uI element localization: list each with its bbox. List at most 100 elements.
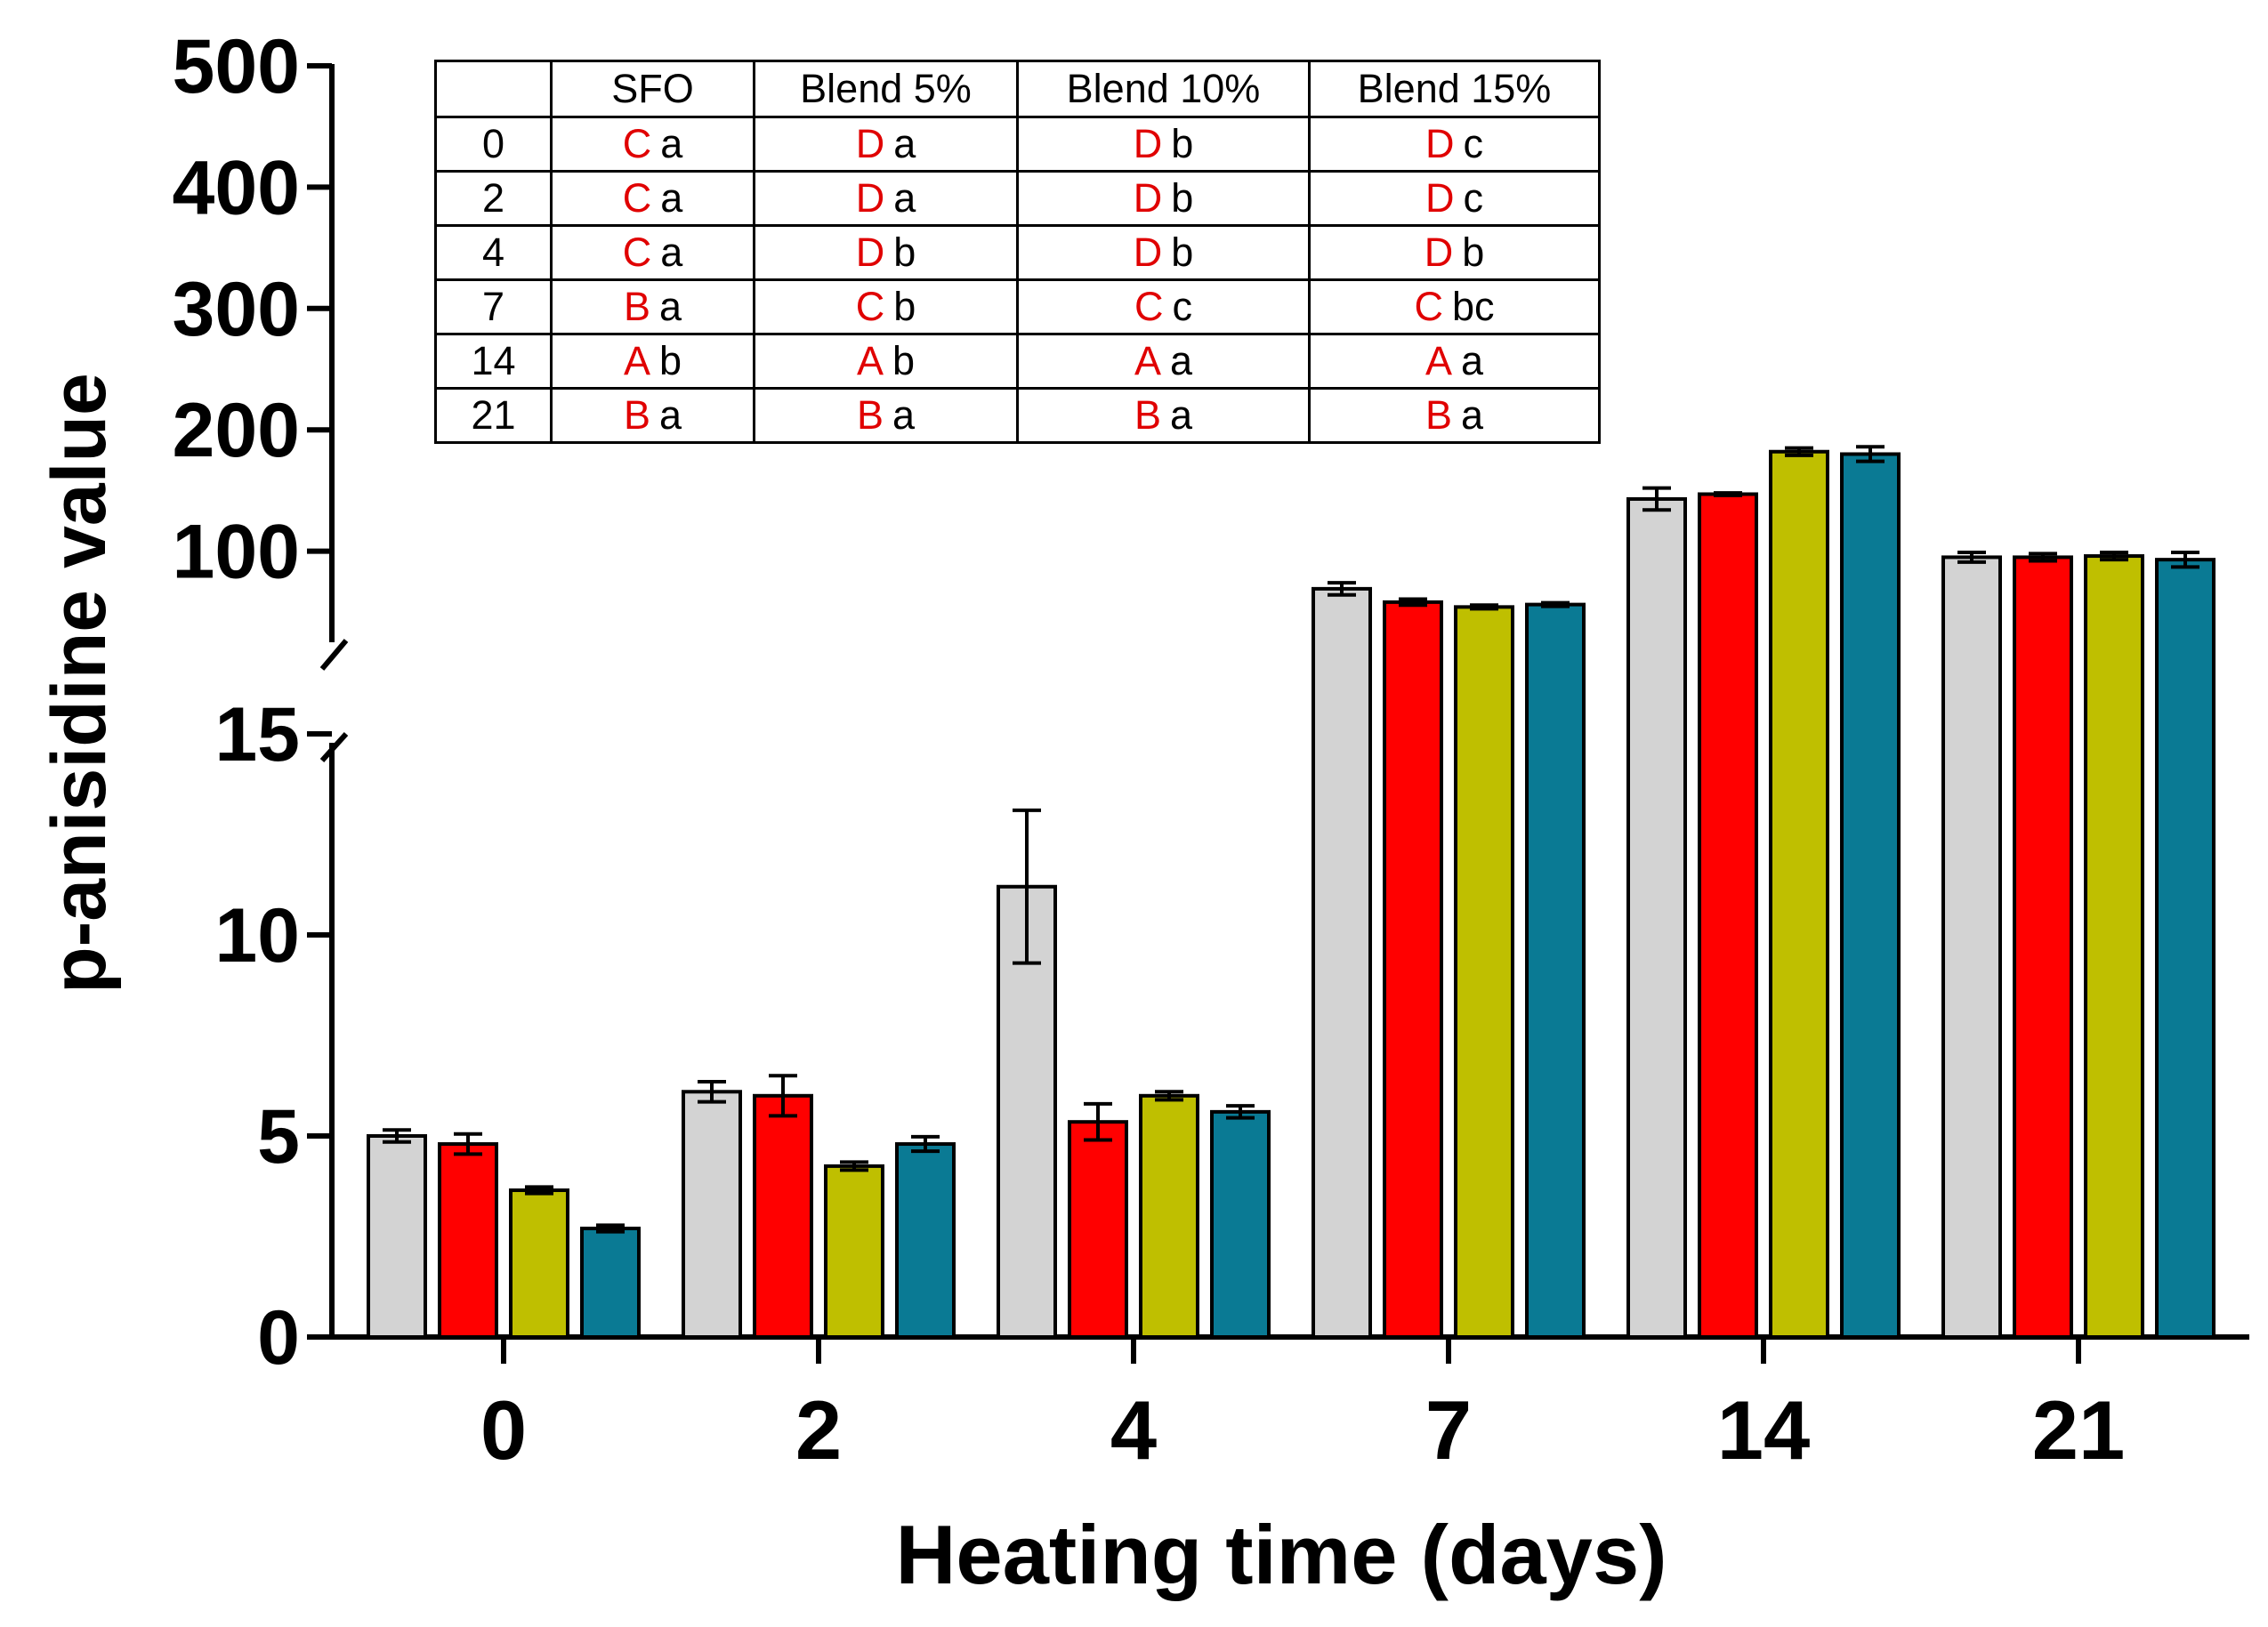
bar	[1210, 1109, 1271, 1339]
axes	[307, 63, 2249, 1364]
lowercase-letter: a	[893, 175, 916, 221]
table-header-cell: Blend 5%	[753, 60, 1019, 118]
uppercase-letter: C	[855, 284, 885, 329]
uppercase-letter: A	[1134, 338, 1161, 383]
table-header-cell	[434, 60, 553, 118]
lowercase-letter: c	[1463, 121, 1484, 166]
x-tick-label: 0	[480, 1383, 527, 1477]
uppercase-letter: C	[1134, 284, 1164, 329]
bar	[1068, 1120, 1128, 1340]
table-header-cell: SFO	[550, 60, 755, 118]
table-header-cell: Blend 10%	[1016, 60, 1311, 118]
uppercase-letter: D	[1424, 230, 1454, 275]
lowercase-letter: a	[1460, 338, 1484, 383]
x-axis-label: Heating time (days)	[895, 1508, 1667, 1601]
table-day-cell: 2	[434, 170, 553, 227]
x-tick-label: 7	[1425, 1383, 1472, 1477]
y-tick-label: 200	[173, 388, 301, 473]
lowercase-letter: bc	[1451, 284, 1495, 329]
lowercase-letter: a	[660, 175, 683, 221]
x-tick-label: 4	[1110, 1383, 1157, 1477]
bar	[895, 1142, 956, 1340]
bar	[1525, 602, 1586, 1339]
lowercase-letter: a	[1169, 338, 1193, 383]
uppercase-letter: B	[1134, 392, 1161, 438]
uppercase-letter: D	[1133, 230, 1163, 275]
bar	[580, 1226, 641, 1339]
table-header-row: SFO Blend 5% Blend 10% Blend 15%	[434, 60, 1601, 118]
bar	[2155, 558, 2216, 1339]
y-tick-label: 400	[173, 145, 301, 230]
table-day-cell: 4	[434, 224, 553, 281]
y-tick-label: 0	[257, 1295, 300, 1381]
uppercase-letter: D	[855, 175, 885, 221]
uppercase-letter: D	[1133, 121, 1163, 166]
lowercase-letter: a	[658, 284, 682, 329]
y-tick-label: 15	[214, 692, 300, 777]
uppercase-letter: B	[1425, 392, 1452, 438]
bar	[1454, 605, 1514, 1339]
error-bars	[383, 445, 2199, 1234]
bar	[1698, 492, 1758, 1339]
lowercase-letter: a	[1460, 392, 1484, 438]
uppercase-letter: C	[622, 121, 652, 166]
y-axis-label: p-anisidine value	[36, 373, 122, 994]
lowercase-letter: a	[660, 121, 683, 166]
uppercase-letter: A	[856, 338, 884, 383]
bar	[2013, 555, 2073, 1339]
y-tick-label: 500	[173, 24, 301, 109]
y-tick-label: 100	[173, 510, 301, 595]
lowercase-letter: b	[1171, 230, 1194, 275]
lowercase-letter: b	[892, 338, 916, 383]
bar	[2084, 554, 2144, 1339]
lowercase-letter: a	[658, 392, 682, 438]
uppercase-letter: D	[1133, 175, 1163, 221]
bar	[1941, 555, 2002, 1339]
lowercase-letter: b	[1171, 121, 1194, 166]
uppercase-letter: A	[1425, 338, 1452, 383]
bar	[438, 1142, 498, 1340]
lowercase-letter: c	[1463, 175, 1484, 221]
axis-break-mark	[319, 639, 349, 671]
y-tick-label: 10	[214, 893, 300, 979]
bar	[682, 1090, 742, 1340]
bar	[1840, 452, 1901, 1340]
uppercase-letter: B	[623, 284, 650, 329]
table-day-cell: 21	[434, 387, 553, 444]
bar	[1383, 600, 1443, 1339]
bar	[824, 1164, 884, 1340]
lowercase-letter: a	[892, 392, 916, 438]
lowercase-letter: a	[660, 230, 683, 275]
uppercase-letter: D	[1425, 175, 1455, 221]
uppercase-letter: C	[1414, 284, 1443, 329]
lowercase-letter: b	[893, 230, 916, 275]
axis-break-mark	[319, 731, 349, 763]
uppercase-letter: D	[855, 121, 885, 166]
uppercase-letter: C	[622, 230, 652, 275]
bar	[1139, 1093, 1199, 1340]
lowercase-letter: b	[1462, 230, 1485, 275]
x-tick-label: 14	[1717, 1383, 1811, 1477]
table-day-cell: 0	[434, 116, 553, 173]
uppercase-letter: C	[622, 175, 652, 221]
bar	[1626, 496, 1687, 1339]
